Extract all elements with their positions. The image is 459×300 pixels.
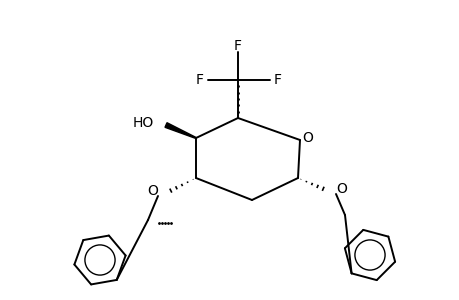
Text: F: F [274, 73, 281, 87]
Text: HO: HO [133, 116, 154, 130]
Text: F: F [196, 73, 203, 87]
Text: O: O [147, 184, 157, 198]
Text: F: F [234, 39, 241, 53]
Text: O: O [302, 131, 313, 145]
Text: O: O [335, 182, 346, 196]
Polygon shape [165, 123, 196, 139]
